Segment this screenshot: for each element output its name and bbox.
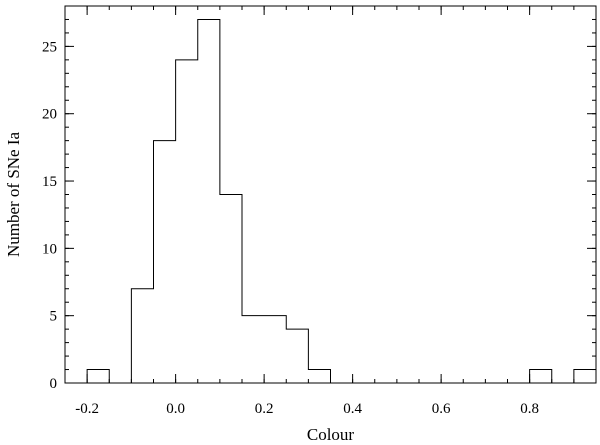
x-tick-labels: -0.2 0.0 0.2 0.4 0.6 0.8 — [75, 401, 539, 417]
histogram-bin — [530, 370, 552, 383]
histogram-bin — [176, 60, 198, 383]
x-tick-label: 0.2 — [255, 401, 274, 417]
histogram-bin — [242, 316, 264, 383]
x-axis-label: Colour — [307, 425, 355, 444]
histogram-bins — [87, 19, 596, 383]
axis-ticks — [64, 5, 597, 384]
y-tick-label: 15 — [42, 174, 57, 190]
histogram-outline — [65, 18, 596, 384]
histogram-bin — [574, 370, 596, 383]
x-tick-label: 0.0 — [166, 401, 185, 417]
x-tick-label: -0.2 — [75, 401, 99, 417]
histogram-bin — [154, 141, 176, 383]
histogram-bin — [131, 289, 153, 383]
histogram-bin — [87, 370, 109, 383]
plot-frame — [64, 5, 597, 384]
y-tick-label: 25 — [42, 39, 57, 55]
histogram-bin — [308, 370, 330, 383]
histogram-bin — [264, 316, 286, 383]
x-tick-label: 0.8 — [520, 401, 539, 417]
x-tick-label: 0.4 — [343, 401, 362, 417]
y-axis-label: Number of SNe Ia — [4, 131, 23, 257]
y-tick-label: 0 — [50, 376, 58, 392]
y-tick-labels: 0 5 10 15 20 25 — [42, 39, 57, 392]
y-tick-label: 5 — [50, 309, 58, 325]
histogram-bin — [198, 19, 220, 383]
y-tick-label: 10 — [42, 241, 57, 257]
histogram-bin — [220, 195, 242, 384]
y-tick-label: 20 — [42, 107, 57, 123]
histogram-bin — [286, 329, 308, 383]
x-tick-label: 0.6 — [432, 401, 451, 417]
